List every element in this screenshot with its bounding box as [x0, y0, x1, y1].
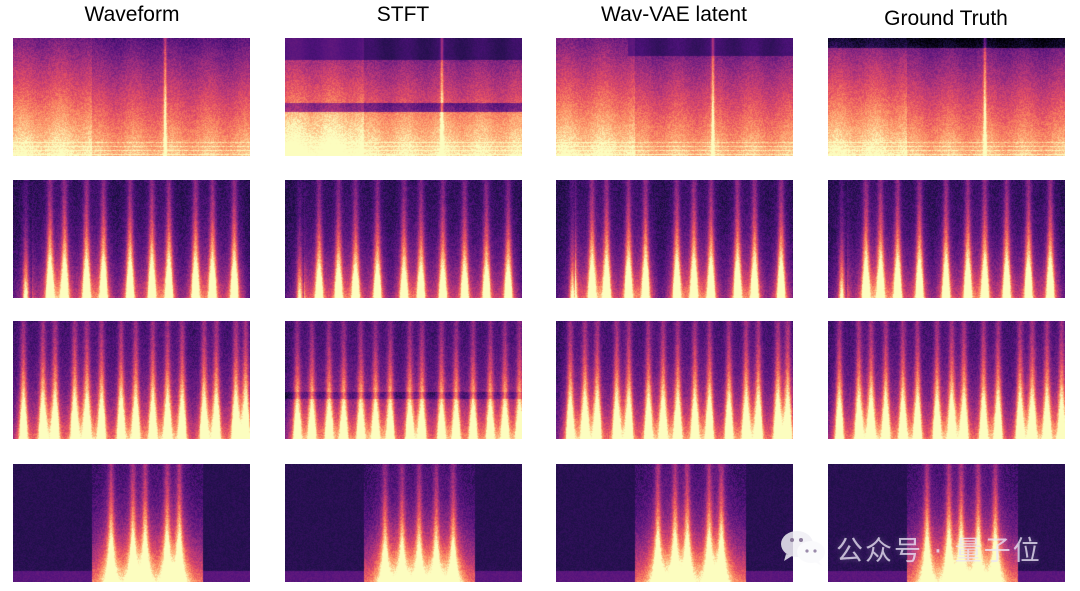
column-title-stft: STFT	[376, 3, 430, 26]
spectrogram-waveform-row-3	[13, 321, 250, 439]
spectrogram-wav-vae-latent-row-3	[556, 321, 793, 439]
column-title-wav-vae-latent: Wav-VAE latent	[601, 3, 747, 26]
spectrogram-ground-truth-row-3	[828, 321, 1065, 439]
spectrogram-waveform-row-4	[13, 464, 250, 582]
spectrogram-waveform-row-1	[13, 38, 250, 156]
spectrogram-ground-truth-row-4	[828, 464, 1065, 582]
spectrogram-stft-row-4	[285, 464, 522, 582]
column-title-ground-truth: Ground Truth	[884, 7, 1008, 30]
spectrogram-wav-vae-latent-row-4	[556, 464, 793, 582]
spectrogram-ground-truth-row-1	[828, 38, 1065, 156]
spectrogram-wav-vae-latent-row-1	[556, 38, 793, 156]
spectrogram-ground-truth-row-2	[828, 180, 1065, 298]
spectrogram-waveform-row-2	[13, 180, 250, 298]
spectrogram-stft-row-1	[285, 38, 522, 156]
column-title-waveform: Waveform	[84, 3, 180, 26]
spectrogram-stft-row-3	[285, 321, 522, 439]
spectrogram-stft-row-2	[285, 180, 522, 298]
spectrogram-wav-vae-latent-row-2	[556, 180, 793, 298]
